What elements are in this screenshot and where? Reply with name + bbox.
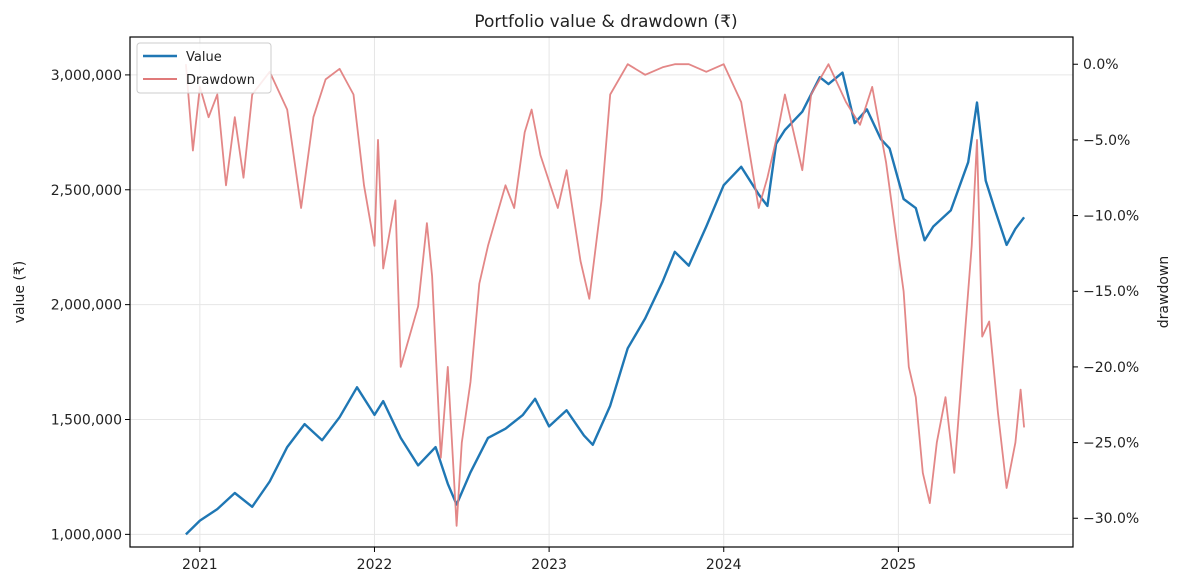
right-axis-label: drawdown xyxy=(1156,256,1172,328)
series-layer xyxy=(185,63,1026,536)
x-tick-label: 2025 xyxy=(881,557,917,573)
series-line-value xyxy=(185,71,1026,536)
chart-title: Portfolio value & drawdown (₹) xyxy=(474,12,737,32)
right-tick-label: −25.0% xyxy=(1083,436,1139,452)
legend-label-drawdown: Drawdown xyxy=(186,73,255,88)
left-tick-label: 1,000,000 xyxy=(51,527,122,543)
series-line-drawdown xyxy=(185,63,1025,527)
left-axis-ticks: 1,000,000 1,500,000 2,000,000 2,500,000 3,00… xyxy=(51,68,130,543)
x-tick-label: 2022 xyxy=(357,557,393,573)
legend-label-value: Value xyxy=(186,50,222,65)
x-tick-label: 2024 xyxy=(706,557,742,573)
legend: Value Drawdown xyxy=(136,42,272,94)
right-tick-label: −15.0% xyxy=(1083,284,1139,300)
plot-frame xyxy=(129,36,1074,548)
left-tick-label: 2,500,000 xyxy=(51,183,122,199)
right-axis-ticks: 0.0% −5.0% −10.0% −15.0% −20.0% −25.0% −30.0% xyxy=(1073,57,1139,527)
left-tick-label: 3,000,000 xyxy=(51,68,122,84)
left-tick-label: 2,000,000 xyxy=(51,298,122,314)
x-tick-label: 2023 xyxy=(531,557,567,573)
right-tick-label: −30.0% xyxy=(1083,511,1139,527)
left-tick-label: 1,500,000 xyxy=(51,413,122,429)
right-tick-label: −5.0% xyxy=(1083,133,1130,149)
grid xyxy=(130,37,1073,547)
right-tick-label: −10.0% xyxy=(1083,209,1139,225)
right-tick-label: 0.0% xyxy=(1083,57,1119,73)
x-tick-label: 2021 xyxy=(182,557,218,573)
left-axis-label: value (₹) xyxy=(12,261,28,324)
x-axis-ticks: 2021 2022 2023 2024 2025 xyxy=(182,547,916,573)
right-tick-label: −20.0% xyxy=(1083,360,1139,376)
